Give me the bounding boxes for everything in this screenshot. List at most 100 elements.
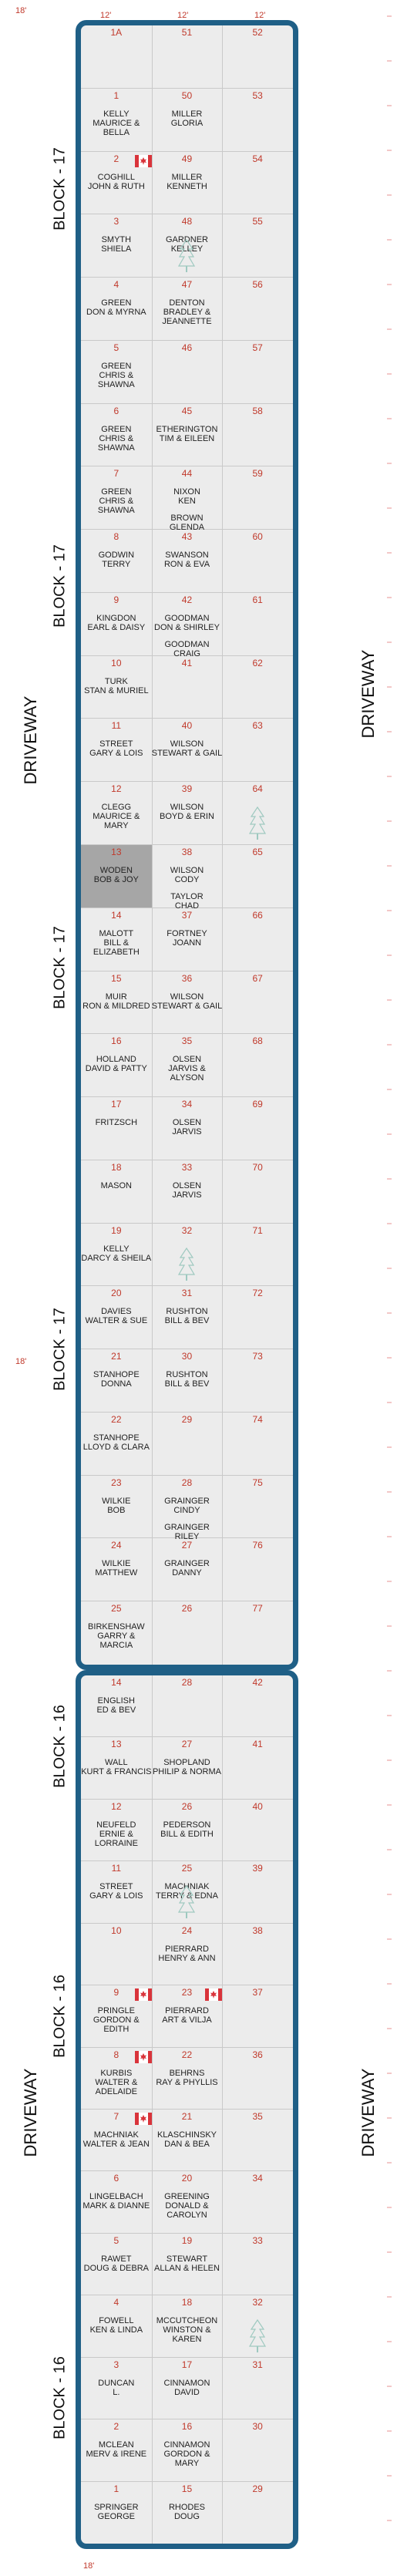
plot-block16-14[interactable]: 14 ENGLISH ED & BEV bbox=[81, 1675, 152, 1738]
plot-block17-29[interactable]: 29 bbox=[151, 1413, 223, 1476]
plot-block17-75[interactable]: 75 bbox=[222, 1476, 293, 1539]
plot-block16-28[interactable]: 28 bbox=[151, 1675, 223, 1738]
plot-block17-5[interactable]: 5 GREEN CHRIS & SHAWNA bbox=[81, 341, 152, 404]
plot-block17-53[interactable]: 53 bbox=[222, 89, 293, 152]
plot-block17-7[interactable]: 7 GREEN CHRIS & SHAWNA bbox=[81, 466, 152, 530]
plot-block17-71[interactable]: 71 bbox=[222, 1224, 293, 1287]
plot-block17-50[interactable]: 50 MILLER GLORIA bbox=[151, 89, 223, 152]
plot-block16-7[interactable]: 7 MACHNIAK WALTER & JEAN bbox=[81, 2110, 152, 2172]
plot-block16-10[interactable]: 10 bbox=[81, 1924, 152, 1986]
plot-block17-38[interactable]: 38 WILSON CODY TAYLOR CHAD bbox=[151, 845, 223, 911]
plot-block17-26[interactable]: 26 bbox=[152, 1601, 223, 1665]
plot-block17-49[interactable]: 49 MILLER KENNETH bbox=[151, 152, 223, 215]
plot-block17-51[interactable]: 51 bbox=[151, 25, 223, 89]
plot-block16-41[interactable]: 41 bbox=[222, 1737, 293, 1800]
plot-block17-25[interactable]: 25 BIRKENSHAW GARRY & MARCIA bbox=[81, 1601, 152, 1665]
plot-block17-6[interactable]: 6 GREEN CHRIS & SHAWNA bbox=[81, 404, 152, 467]
plot-block16-33[interactable]: 33 bbox=[222, 2234, 293, 2296]
plot-block17-41[interactable]: 41 bbox=[151, 656, 223, 719]
plot-block17-2[interactable]: 2 COGHILL JOHN & RUTH bbox=[81, 152, 152, 215]
plot-block16-30[interactable]: 30 bbox=[222, 2419, 293, 2482]
plot-block17-54[interactable]: 54 bbox=[222, 152, 293, 215]
plot-block17-23[interactable]: 23 WILKIE BOB bbox=[81, 1476, 152, 1539]
plot-block16-34[interactable]: 34 bbox=[222, 2171, 293, 2234]
plot-block17-61[interactable]: 61 bbox=[222, 593, 293, 656]
plot-block16-24[interactable]: 24 PIERRARD HENRY & ANN bbox=[151, 1924, 223, 1986]
plot-block16-8[interactable]: 8 KURBIS WALTER & ADELAIDE bbox=[81, 2048, 152, 2110]
plot-block16-3[interactable]: 3 DUNCAN L. bbox=[81, 2358, 152, 2420]
plot-block16-5[interactable]: 5 RAWET DOUG & DEBRA bbox=[81, 2234, 152, 2296]
plot-block17-74[interactable]: 74 bbox=[222, 1413, 293, 1476]
plot-block17-12[interactable]: 12 CLEGG MAURICE & MARY bbox=[81, 782, 152, 845]
plot-block17-65[interactable]: 65 bbox=[222, 845, 293, 908]
plot-block17-19[interactable]: 19 KELLY DARCY & SHEILA bbox=[81, 1224, 152, 1287]
plot-block17-59[interactable]: 59 bbox=[222, 466, 293, 530]
plot-block17-14[interactable]: 14 MALOTT BILL & ELIZABETH bbox=[81, 908, 152, 971]
plot-block16-31[interactable]: 31 bbox=[222, 2358, 293, 2420]
plot-block16-6[interactable]: 6 LINGELBACH MARK & DIANNE bbox=[81, 2171, 152, 2234]
plot-block17-30[interactable]: 30 RUSHTON BILL & BEV bbox=[151, 1349, 223, 1413]
plot-block17-55[interactable]: 55 bbox=[222, 214, 293, 278]
plot-block16-17[interactable]: 17 CINNAMON DAVID bbox=[151, 2358, 223, 2420]
plot-block17-35[interactable]: 35 OLSEN JARVIS & ALYSON bbox=[151, 1034, 223, 1098]
plot-block16-12[interactable]: 12 NEUFELD ERNIE & LORRAINE bbox=[81, 1800, 152, 1862]
plot-block17-16[interactable]: 16 HOLLAND DAVID & PATTY bbox=[81, 1034, 152, 1098]
plot-block17-34[interactable]: 34 OLSEN JARVIS bbox=[151, 1097, 223, 1160]
plot-block16-11[interactable]: 11 STREET GARY & LOIS bbox=[81, 1861, 152, 1924]
plot-block17-9[interactable]: 9 KINGDON EARL & DAISY bbox=[81, 593, 152, 656]
plot-block17-18[interactable]: 18 MASON bbox=[81, 1160, 152, 1224]
plot-block17-46[interactable]: 46 bbox=[151, 341, 223, 404]
plot-block16-35[interactable]: 35 bbox=[222, 2110, 293, 2172]
plot-block17-47[interactable]: 47 DENTON BRADLEY & JEANNETTE bbox=[151, 278, 223, 341]
plot-block16-42[interactable]: 42 bbox=[222, 1675, 293, 1738]
plot-block17-42[interactable]: 42 GOODMAN DON & SHIRLEY GOODMAN CRAIG bbox=[151, 593, 223, 658]
plot-block17-15[interactable]: 15 MUIR RON & MILDRED bbox=[81, 971, 152, 1035]
plot-block17-66[interactable]: 66 bbox=[222, 908, 293, 971]
plot-block17-62[interactable]: 62 bbox=[222, 656, 293, 719]
plot-block17-76[interactable]: 76 bbox=[222, 1538, 293, 1602]
plot-block16-13[interactable]: 13 WALL KURT & FRANCIS bbox=[81, 1737, 152, 1800]
plot-block17-17[interactable]: 17 FRITZSCH bbox=[81, 1097, 152, 1160]
plot-block17-11[interactable]: 11 STREET GARY & LOIS bbox=[81, 719, 152, 783]
plot-block17-45[interactable]: 45 ETHERINGTON TIM & EILEEN bbox=[151, 404, 223, 467]
plot-block17-21[interactable]: 21 STANHOPE DONNA bbox=[81, 1349, 152, 1413]
plot-block17-28[interactable]: 28 GRAINGER CINDY GRAINGER RILEY bbox=[151, 1476, 223, 1541]
plot-block17-32[interactable]: 32 bbox=[151, 1224, 223, 1287]
plot-block17-37[interactable]: 37 FORTNEY JOANN bbox=[151, 908, 223, 971]
plot-block17-67[interactable]: 67 bbox=[222, 971, 293, 1035]
plot-block16-16[interactable]: 16 CINNAMON GORDON & MARY bbox=[151, 2419, 223, 2482]
plot-block16-25[interactable]: 25 MACHNIAK TERRY & EDNA bbox=[151, 1861, 223, 1924]
plot-block16-26[interactable]: 26 PEDERSON BILL & EDITH bbox=[151, 1800, 223, 1862]
plot-block17-31[interactable]: 31 RUSHTON BILL & BEV bbox=[151, 1286, 223, 1350]
plot-block17-52[interactable]: 52 bbox=[222, 25, 293, 89]
plot-block17-48[interactable]: 48 GARDNER KELLEY bbox=[151, 214, 223, 278]
plot-block17-1A[interactable]: 1A bbox=[81, 25, 152, 89]
plot-block16-38[interactable]: 38 bbox=[222, 1924, 293, 1986]
plot-block17-4[interactable]: 4 GREEN DON & MYRNA bbox=[81, 278, 152, 341]
plot-block17-73[interactable]: 73 bbox=[222, 1349, 293, 1413]
plot-block17-70[interactable]: 70 bbox=[222, 1160, 293, 1224]
plot-block16-15[interactable]: 15 RHODES DOUG bbox=[152, 2482, 223, 2544]
plot-block17-68[interactable]: 68 bbox=[222, 1034, 293, 1098]
plot-block16-39[interactable]: 39 bbox=[222, 1861, 293, 1924]
plot-block17-33[interactable]: 33 OLSEN JARVIS bbox=[151, 1160, 223, 1224]
plot-block16-32[interactable]: 32 bbox=[222, 2295, 293, 2358]
plot-block16-2[interactable]: 2 McLEAN MERV & IRENE bbox=[81, 2419, 152, 2482]
plot-block16-1[interactable]: 1 SPRINGER GEORGE bbox=[81, 2482, 152, 2544]
plot-block17-22[interactable]: 22 STANHOPE LLOYD & CLARA bbox=[81, 1413, 152, 1476]
plot-block17-27[interactable]: 27 GRAINGER DANNY bbox=[151, 1538, 223, 1602]
plot-block16-37[interactable]: 37 bbox=[222, 1985, 293, 2048]
plot-block16-18[interactable]: 18 McCUTCHEON WINSTON & KAREN bbox=[151, 2295, 223, 2358]
plot-block16-21[interactable]: 21 KLASCHINSKY DAN & BEA bbox=[151, 2110, 223, 2172]
plot-block17-57[interactable]: 57 bbox=[222, 341, 293, 404]
plot-block17-56[interactable]: 56 bbox=[222, 278, 293, 341]
plot-block16-36[interactable]: 36 bbox=[222, 2048, 293, 2110]
plot-block17-60[interactable]: 60 bbox=[222, 530, 293, 593]
plot-block16-20[interactable]: 20 GREENING DONALD & CAROLYN bbox=[151, 2171, 223, 2234]
plot-block17-8[interactable]: 8 GODWIN TERRY bbox=[81, 530, 152, 593]
plot-block16-27[interactable]: 27 Shopland Philip & Norma bbox=[151, 1737, 223, 1800]
plot-block16-19[interactable]: 19 STEWART ALLAN & HELEN bbox=[151, 2234, 223, 2296]
plot-block17-36[interactable]: 36 WILSON STEWART & GAIL bbox=[151, 971, 223, 1035]
plot-block16-22[interactable]: 22 BEHRNS RAY & PHYLLIS bbox=[151, 2048, 223, 2110]
plot-block17-40[interactable]: 40 WILSON STEWART & GAIL bbox=[151, 719, 223, 783]
